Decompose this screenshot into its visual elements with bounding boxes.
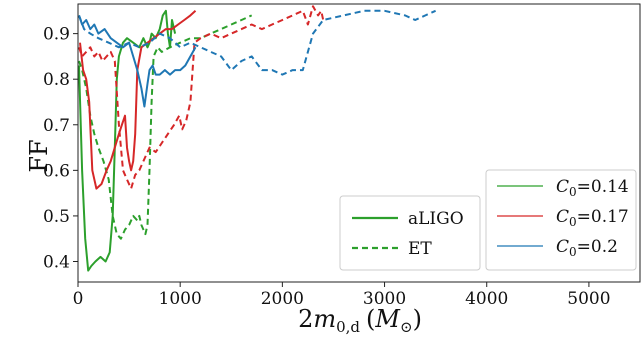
plot-frame bbox=[77, 3, 641, 283]
x-axis-label: 2m0,d (M⊙) bbox=[298, 305, 422, 336]
legend-c017-label: C0=0.17 bbox=[556, 207, 629, 229]
x-tick-label: 1000 bbox=[159, 289, 202, 309]
series-line-aligo-c0-017 bbox=[79, 10, 197, 190]
x-tick-label: 2000 bbox=[261, 289, 304, 309]
series-line-et-c0-017 bbox=[78, 5, 325, 190]
y-tick-label: 0.9 bbox=[43, 25, 70, 45]
y-tick-label: 0.5 bbox=[43, 207, 70, 227]
series-line-aligo-c0-02 bbox=[78, 15, 197, 108]
y-tick-label: 0.4 bbox=[43, 252, 70, 272]
y-axis-label: FF bbox=[25, 139, 53, 172]
legend-compactness: C0=0.14 C0=0.17 C0=0.2 bbox=[485, 169, 637, 271]
x-tick-label: 3000 bbox=[363, 289, 406, 309]
series-line-et-c0-014 bbox=[78, 14, 253, 240]
legend-compactness-frame bbox=[485, 169, 637, 271]
legend-c014-label: C0=0.14 bbox=[556, 177, 629, 199]
series-line-aligo-c0-014 bbox=[78, 9, 177, 272]
series-line-et-c0-02 bbox=[78, 9, 437, 76]
x-tick-label: 5000 bbox=[567, 289, 610, 309]
y-tick-label: 0.7 bbox=[43, 116, 70, 136]
legend-aligo-label: aLIGO bbox=[408, 209, 464, 229]
y-tick-label: 0.6 bbox=[43, 161, 70, 181]
y-tick-label: 0.8 bbox=[43, 70, 70, 90]
x-tick-label: 4000 bbox=[465, 289, 508, 309]
ticks: 0 1000 2000 3000 4000 5000 0.4 0.5 0.6 0.7 0.8 0.9 bbox=[43, 25, 611, 309]
x-tick-label: 0 bbox=[73, 289, 84, 309]
legend-et-label: ET bbox=[408, 239, 432, 259]
plot-lines bbox=[78, 5, 437, 272]
legend-c020-label: C0=0.2 bbox=[556, 237, 618, 259]
legend-detector-frame bbox=[339, 195, 481, 271]
legend-detector: aLIGO ET bbox=[339, 195, 481, 271]
